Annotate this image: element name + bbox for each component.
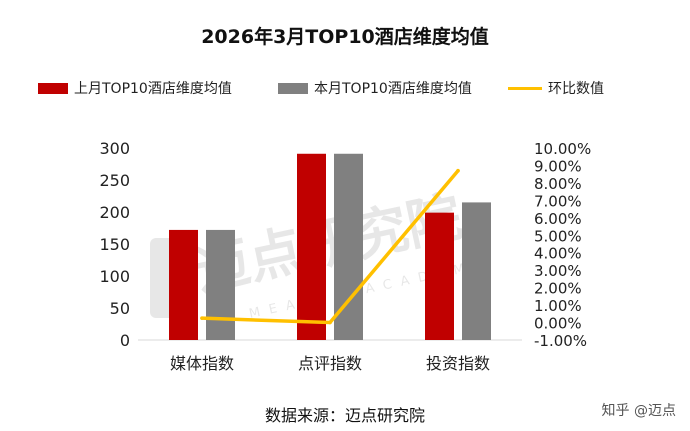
right-axis-tick-label: 9.00% xyxy=(534,157,582,175)
right-axis-tick-label: 7.00% xyxy=(534,192,582,210)
bar-last-month xyxy=(297,153,326,340)
left-axis-tick-label: 100 xyxy=(99,267,130,286)
bar-last-month xyxy=(169,229,198,340)
left-axis-tick-label: 300 xyxy=(99,139,130,158)
legend-item-last-month: 上月TOP10酒店维度均值 xyxy=(38,78,232,98)
right-axis-tick-label: 4.00% xyxy=(534,245,582,263)
left-axis-tick-label: 150 xyxy=(99,235,130,254)
x-axis-category-label: 点评指数 xyxy=(298,354,362,373)
left-axis-tick-label: 200 xyxy=(99,203,130,222)
bar-this-month xyxy=(206,229,235,340)
left-axis-tick-label: 0 xyxy=(120,331,130,350)
data-source-note: 数据来源：迈点研究院 xyxy=(264,406,425,425)
bar-last-month xyxy=(425,212,454,340)
bar-this-month xyxy=(462,202,491,340)
chart-legend: 上月TOP10酒店维度均值 本月TOP10酒店维度均值 环比数值 xyxy=(38,78,670,98)
x-axis-category-label: 投资指数 xyxy=(426,354,490,373)
legend-swatch-this-month xyxy=(278,82,308,94)
right-axis-tick-label: 3.00% xyxy=(534,262,582,280)
legend-label-last-month: 上月TOP10酒店维度均值 xyxy=(74,81,232,97)
line-point-mom xyxy=(456,168,460,173)
legend-item-this-month: 本月TOP10酒店维度均值 xyxy=(278,78,472,98)
left-axis-tick-label: 50 xyxy=(110,299,130,318)
line-point-mom xyxy=(200,316,204,320)
legend-swatch-last-month xyxy=(38,82,68,94)
right-axis-tick-label: -1.00% xyxy=(534,332,587,350)
legend-label-mom: 环比数值 xyxy=(548,81,604,97)
chart-plot-area: 迈点研究院 MEADIN ACADEMY 050100150200250300-… xyxy=(99,139,591,373)
platform-credit: 知乎 @迈点 xyxy=(601,403,676,419)
left-axis-tick-label: 250 xyxy=(99,171,130,190)
x-axis-category-label: 媒体指数 xyxy=(170,354,234,373)
right-axis-tick-label: 10.00% xyxy=(534,140,591,158)
legend-label-this-month: 本月TOP10酒店维度均值 xyxy=(314,81,472,97)
line-point-mom xyxy=(328,320,332,325)
right-axis-tick-label: 8.00% xyxy=(534,175,582,193)
right-axis-tick-label: 1.00% xyxy=(534,297,582,315)
bar-this-month xyxy=(334,153,363,340)
right-axis-tick-label: 2.00% xyxy=(534,280,582,298)
legend-item-mom: 环比数值 xyxy=(508,78,604,98)
right-axis-tick-label: 6.00% xyxy=(534,210,582,228)
legend-swatch-mom xyxy=(508,86,542,90)
chart-title: 2026年3月TOP10酒店维度均值 xyxy=(201,26,489,48)
right-axis-tick-label: 0.00% xyxy=(534,315,582,333)
right-axis-tick-label: 5.00% xyxy=(534,227,582,245)
